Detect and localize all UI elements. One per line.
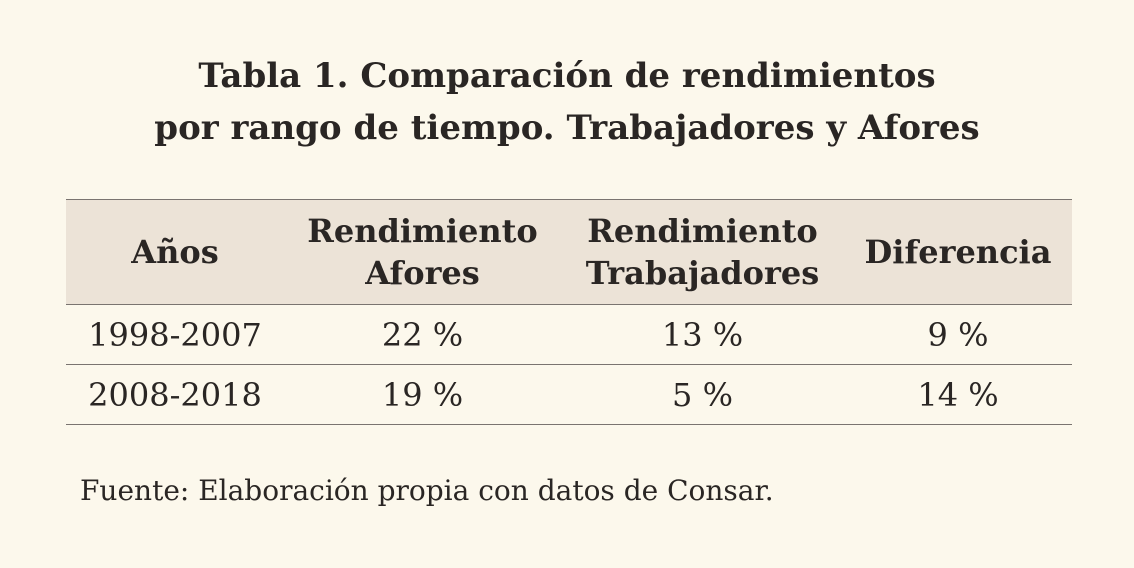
table-header-row: Años Rendimiento Afores Rendimiento Trab…	[66, 199, 1072, 305]
cell-rendimiento-afores: 19 %	[284, 364, 561, 425]
cell-rendimiento-afores: 22 %	[284, 304, 561, 365]
header-rendimiento-trabajadores-line-1: Rendimiento	[587, 212, 818, 250]
table-row: 1998-2007 22 % 13 % 9 %	[66, 304, 1072, 365]
header-rendimiento-trabajadores: Rendimiento Trabajadores	[561, 199, 844, 305]
header-diferencia: Diferencia	[844, 199, 1072, 305]
header-rendimiento-afores-line-1: Rendimiento	[307, 212, 538, 250]
table-row: 2008-2018 19 % 5 % 14 %	[66, 364, 1072, 425]
cell-diferencia: 9 %	[844, 304, 1072, 365]
cell-diferencia: 14 %	[844, 364, 1072, 425]
cell-rendimiento-trabajadores: 5 %	[561, 364, 844, 425]
cell-anos: 2008-2018	[66, 364, 284, 425]
cell-anos: 1998-2007	[66, 304, 284, 365]
cell-rendimiento-trabajadores: 13 %	[561, 304, 844, 365]
table-title-line-2: por rango de tiempo. Trabajadores y Afor…	[154, 108, 980, 148]
header-rendimiento-afores: Rendimiento Afores	[284, 199, 561, 305]
header-anos: Años	[66, 199, 284, 305]
header-rendimiento-trabajadores-line-2: Trabajadores	[585, 254, 820, 292]
header-diferencia-label: Diferencia	[864, 233, 1052, 271]
header-anos-label: Años	[131, 233, 219, 271]
header-rendimiento-afores-line-2: Afores	[365, 254, 480, 292]
table-title-line-1: Tabla 1. Comparación de rendimientos	[198, 56, 936, 96]
table-title: Tabla 1. Comparación de rendimientos por…	[0, 50, 1134, 154]
source-note: Fuente: Elaboración propia con datos de …	[80, 474, 774, 507]
comparison-table: Años Rendimiento Afores Rendimiento Trab…	[66, 199, 1072, 425]
